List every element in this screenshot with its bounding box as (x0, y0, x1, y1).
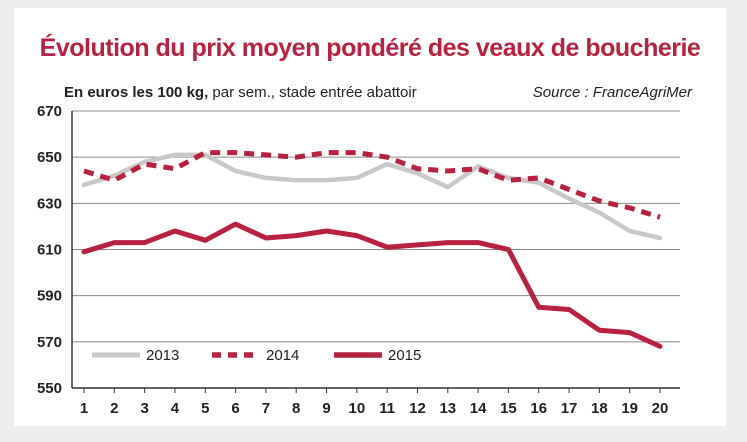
y-tick-label-610: 610 (37, 242, 62, 259)
legend: 2013 2014 2015 (92, 347, 421, 364)
series-line-2013 (81, 152, 663, 241)
x-tick-label-14: 14 (470, 400, 487, 417)
x-tick-label-16: 16 (530, 400, 547, 417)
x-tick-label-13: 13 (439, 400, 456, 417)
x-tick-label-10: 10 (348, 400, 365, 417)
legend-label-2014: 2014 (266, 347, 299, 364)
x-tick-label-6: 6 (231, 400, 239, 417)
chart-card: Évolution du prix moyen pondéré des veau… (14, 8, 726, 426)
y-axis-ticks: 550 570 590 610 630 650 670 (37, 103, 62, 397)
y-tick-label-590: 590 (37, 288, 62, 305)
x-tick-label-20: 20 (652, 400, 669, 417)
x-tick-label-5: 5 (201, 400, 209, 417)
x-tick-label-17: 17 (561, 400, 578, 417)
y-tick-label-570: 570 (37, 334, 62, 351)
y-tick-label-630: 630 (37, 195, 62, 212)
x-tick-label-15: 15 (500, 400, 517, 417)
chart-subtitle: En euros les 100 kg, par sem., stade ent… (64, 84, 417, 101)
x-tick-label-18: 18 (591, 400, 608, 417)
x-tick-label-11: 11 (379, 400, 395, 417)
legend-label-2015: 2015 (388, 347, 421, 364)
x-tick-label-19: 19 (621, 400, 638, 417)
x-tick-label-4: 4 (171, 400, 180, 417)
legend-label-2013: 2013 (146, 347, 179, 364)
y-tick-label-650: 650 (37, 149, 62, 166)
x-tick-label-12: 12 (409, 400, 426, 417)
x-tick-label-7: 7 (262, 400, 270, 417)
x-tick-label-8: 8 (292, 400, 300, 417)
chart-title: Évolution du prix moyen pondéré des veau… (39, 34, 701, 62)
y-tick-label-550: 550 (37, 380, 62, 397)
series-line-2015 (81, 221, 663, 349)
x-axis-ticks: 1 2 3 4 5 6 7 8 9 10 11 12 13 14 15 16 17 18 19 20 (80, 388, 669, 417)
series-line-2014 (83, 150, 661, 220)
y-tick-label-670: 670 (37, 103, 62, 120)
chart-subtitle-detail: par sem., stade entrée abattoir (208, 84, 417, 101)
x-tick-label-1: 1 (80, 400, 88, 417)
x-tick-label-3: 3 (140, 400, 148, 417)
chart-source: Source : FranceAgriMer (532, 84, 692, 101)
x-tick-label-9: 9 (322, 400, 330, 417)
chart-subtitle-unit: En euros les 100 kg, (64, 84, 209, 101)
series-lines (81, 150, 663, 349)
x-tick-label-2: 2 (110, 400, 118, 417)
